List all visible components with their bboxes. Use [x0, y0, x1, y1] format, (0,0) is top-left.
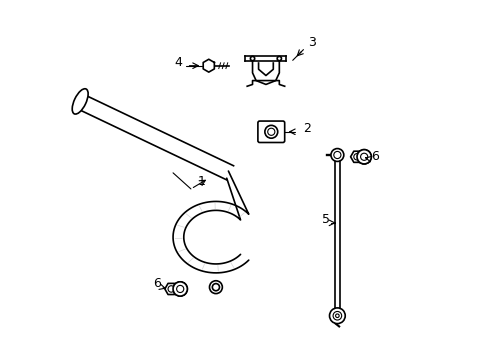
Text: 1: 1	[197, 175, 205, 188]
Text: 6: 6	[370, 150, 378, 163]
Circle shape	[250, 57, 254, 61]
Circle shape	[332, 311, 341, 320]
Ellipse shape	[72, 89, 88, 114]
Text: 5: 5	[321, 213, 329, 226]
Circle shape	[176, 285, 183, 293]
Circle shape	[360, 153, 367, 160]
Circle shape	[267, 128, 274, 135]
Circle shape	[212, 284, 219, 291]
Text: 6: 6	[153, 277, 161, 290]
Circle shape	[329, 308, 345, 324]
Circle shape	[335, 314, 339, 318]
Circle shape	[333, 152, 340, 158]
Text: 4: 4	[174, 56, 182, 69]
Circle shape	[173, 282, 187, 296]
Circle shape	[168, 286, 174, 292]
Circle shape	[356, 150, 370, 164]
Text: 2: 2	[303, 122, 310, 135]
Circle shape	[277, 57, 281, 61]
Text: 3: 3	[308, 36, 316, 49]
Circle shape	[356, 150, 370, 164]
FancyBboxPatch shape	[257, 121, 284, 143]
Circle shape	[209, 281, 222, 294]
Circle shape	[264, 125, 277, 138]
Circle shape	[353, 154, 360, 160]
Circle shape	[173, 282, 187, 296]
Circle shape	[330, 149, 343, 161]
